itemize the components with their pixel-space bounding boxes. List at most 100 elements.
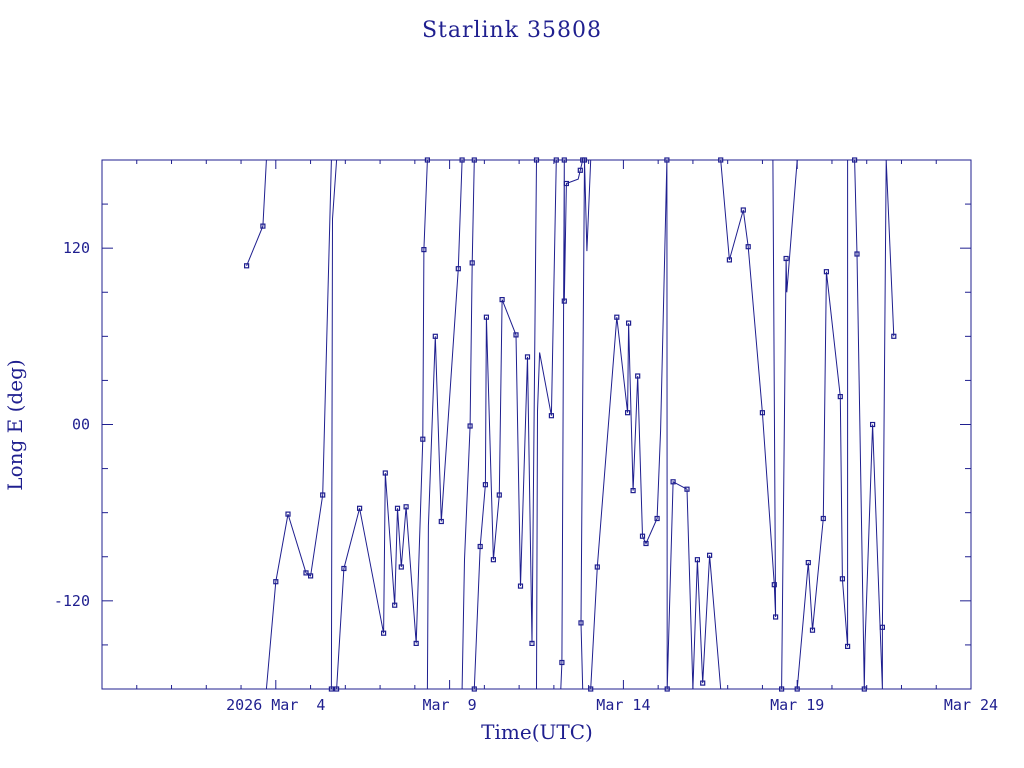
data-point	[455, 266, 461, 272]
data-point	[477, 543, 483, 550]
data-point	[563, 180, 570, 187]
x-tick-label: Mar 14	[596, 696, 650, 714]
series-line	[246, 159, 895, 690]
x-tick-label: Mar 19	[770, 696, 824, 714]
data-point	[561, 157, 567, 163]
axis-ticks	[101, 160, 972, 689]
data-point	[513, 332, 519, 338]
data-point	[471, 686, 477, 692]
x-axis-label: Time(UTC)	[481, 720, 593, 744]
data-point	[794, 686, 800, 692]
data-point	[581, 157, 588, 163]
data-point	[413, 640, 419, 647]
data-point	[778, 686, 785, 692]
marker-layer	[244, 157, 897, 692]
data-point	[357, 505, 363, 511]
data-point	[771, 582, 777, 588]
data-point	[320, 492, 326, 498]
data-point	[553, 157, 559, 163]
data-point	[578, 620, 584, 626]
data-point	[490, 557, 496, 563]
y-tick-label: 00	[72, 416, 90, 434]
data-point	[706, 552, 713, 558]
data-point	[394, 505, 401, 511]
data-point	[420, 436, 426, 442]
data-point	[783, 255, 789, 262]
data-point	[381, 630, 387, 636]
data-point	[630, 488, 636, 494]
data-point	[482, 482, 488, 488]
data-point	[398, 564, 404, 570]
data-point	[718, 157, 724, 163]
data-point	[726, 257, 733, 263]
data-point	[635, 373, 641, 379]
data-point	[879, 624, 886, 630]
data-point	[285, 511, 291, 517]
data-point	[861, 686, 867, 692]
data-point	[772, 614, 779, 620]
data-point	[654, 515, 660, 522]
data-point	[869, 421, 876, 428]
data-point	[594, 564, 600, 570]
data-point	[614, 314, 620, 320]
y-tick-labels: 120 00 -120	[54, 239, 90, 610]
data-point	[459, 157, 465, 163]
data-point	[684, 486, 690, 492]
data-point	[664, 157, 670, 163]
data-point	[469, 260, 475, 266]
data-point	[403, 504, 409, 510]
data-point	[424, 157, 430, 163]
data-point	[529, 640, 535, 647]
data-point	[421, 247, 427, 253]
data-point	[244, 263, 250, 269]
data-point	[643, 540, 649, 547]
data-point	[694, 557, 701, 563]
data-point	[524, 354, 531, 360]
data-point	[471, 157, 477, 163]
data-point	[577, 167, 583, 173]
data-point	[805, 559, 811, 566]
x-tick-labels: 2026 Mar 4 Mar 9 Mar 14 Mar 19 Mar 24	[226, 696, 998, 714]
data-point	[759, 410, 766, 416]
data-point	[837, 394, 843, 400]
data-point	[432, 333, 438, 339]
data-point	[851, 157, 858, 163]
data-point	[740, 207, 746, 213]
y-tick-label: 120	[63, 239, 90, 257]
data-point	[700, 680, 706, 686]
data-point	[664, 686, 670, 692]
data-point	[820, 515, 826, 522]
data-point	[745, 244, 751, 250]
data-point	[483, 314, 489, 320]
data-point	[382, 470, 388, 476]
data-point	[517, 583, 524, 589]
x-tick-label: Mar 24	[944, 696, 998, 714]
data-point	[670, 479, 676, 485]
data-point	[625, 320, 632, 326]
y-axis-label: Long E (deg)	[3, 359, 27, 490]
data-point	[496, 492, 502, 498]
y-tick-label: -120	[54, 592, 90, 610]
data-point	[548, 413, 555, 419]
data-point	[559, 659, 565, 666]
data-point	[273, 579, 279, 585]
data-point	[588, 686, 594, 692]
data-point	[839, 576, 846, 582]
data-point	[303, 570, 309, 576]
data-point	[392, 602, 398, 608]
data-point	[467, 423, 473, 429]
chart-title: Starlink 35808	[422, 18, 602, 43]
data-point	[854, 251, 860, 257]
data-point	[308, 573, 314, 579]
x-tick-label: 2026 Mar 4	[226, 696, 325, 714]
data-point	[438, 518, 444, 525]
data-point	[891, 333, 897, 339]
data-point	[809, 627, 816, 633]
data-point	[328, 686, 334, 692]
data-point	[334, 686, 340, 692]
data-point	[533, 157, 540, 163]
data-point	[823, 269, 830, 275]
data-point	[844, 643, 851, 650]
series-layer	[246, 159, 895, 690]
